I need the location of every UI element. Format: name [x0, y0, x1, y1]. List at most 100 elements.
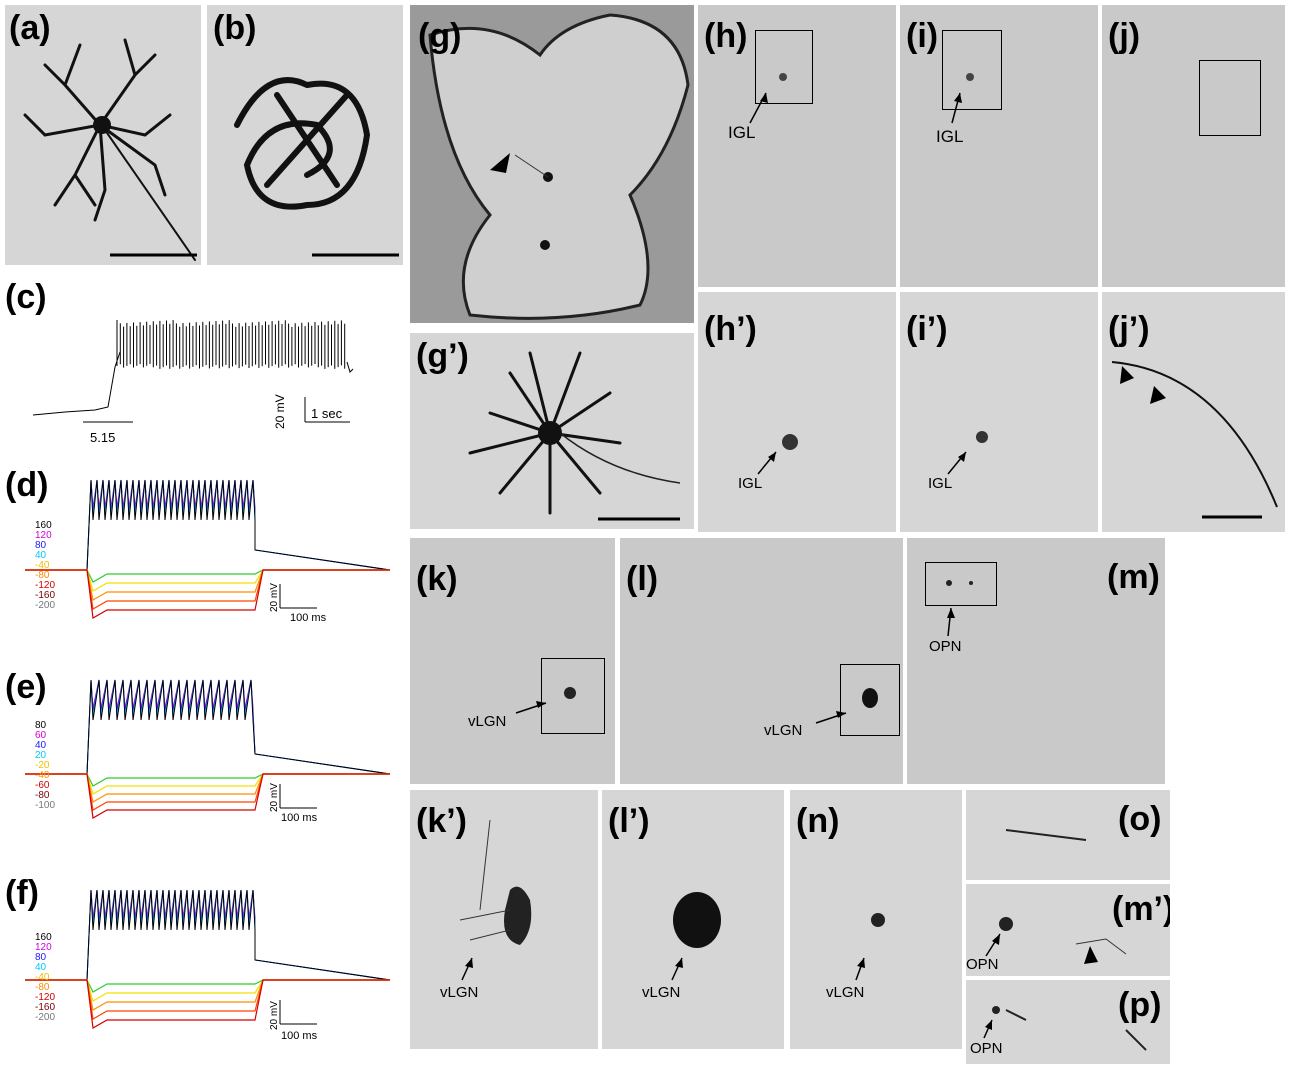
panel-label-n: (n) — [796, 802, 840, 840]
panel-n-image: vLGN (n) — [790, 790, 962, 1049]
panel-o-image: (o) — [966, 790, 1170, 880]
level-label: -160 — [35, 590, 56, 601]
panel-label-h-prime: (h’) — [704, 310, 757, 348]
panel-f-traces: (f) 160 120 80 40 -40 -80 -120 -160 -200 20 mV 1… — [5, 870, 401, 1060]
k-annotations — [515, 687, 576, 714]
i-annotations — [951, 73, 974, 124]
l-prime-vlgn-label: vLGN — [642, 984, 681, 1001]
h-roi-box — [755, 30, 813, 104]
panel-l-image: vLGN (l) — [620, 538, 903, 784]
panel-label-h: (h) — [704, 17, 748, 55]
i-igl-label: IGL — [936, 127, 964, 146]
panel-l-prime-image: vLGN (l’) — [602, 790, 784, 1049]
level-label: 60 — [35, 730, 47, 741]
panel-d-traces: (d) 160 120 80 40 -40 -80 -120 -160 -200 20 mV 1… — [5, 462, 401, 632]
level-label: 80 — [35, 720, 47, 731]
panel-k-image: vLGN (k) — [410, 538, 615, 784]
c-scale-time: 1 sec — [311, 406, 343, 421]
panel-g-prime-image: (g’) — [410, 333, 694, 529]
panel-label-d: (d) — [5, 466, 49, 504]
panel-a-image: (a) — [5, 5, 201, 265]
panel-label-e: (e) — [5, 668, 47, 706]
panel-label-j-prime: (j’) — [1108, 310, 1150, 348]
level-label: -20 — [35, 760, 50, 771]
level-label: 40 — [35, 962, 47, 973]
n-annotations — [855, 913, 885, 981]
neuron-b-drawing — [234, 77, 399, 257]
k-vlgn-label: vLGN — [468, 713, 507, 730]
level-label: 40 — [35, 740, 47, 751]
level-label: -200 — [35, 1012, 56, 1023]
panel-i-image: IGL (i) — [900, 5, 1098, 287]
voltage-traces-f — [25, 889, 391, 1029]
panel-g-retina: (g) — [410, 5, 694, 323]
p-annotations — [983, 1006, 1147, 1051]
panel-label-c: (c) — [5, 278, 47, 316]
h-igl-label: IGL — [728, 123, 756, 142]
panel-k-prime-image: vLGN (k’) — [410, 790, 598, 1049]
i-roi-box — [942, 30, 1002, 110]
voltage-traces-e — [25, 679, 391, 819]
panel-label-p: (p) — [1118, 986, 1162, 1024]
l-roi-box — [840, 664, 900, 736]
k-prime-annotations — [459, 819, 532, 981]
level-label: -80 — [35, 790, 50, 801]
panel-label-j: (j) — [1108, 17, 1141, 55]
level-label: -60 — [35, 780, 50, 791]
neuron-g-prime-drawing — [468, 351, 681, 521]
n-vlgn-label: vLGN — [826, 984, 865, 1001]
panel-j-prime-image: (j’) — [1102, 292, 1285, 532]
e-scale-time: 100 ms — [281, 812, 318, 824]
level-label: -100 — [35, 800, 56, 811]
c-stim-value: 5.15 — [90, 430, 116, 445]
panel-m-prime-image: OPN (m’) — [966, 884, 1170, 976]
o-annotations — [1005, 829, 1087, 841]
m-prime-opn-label: OPN — [966, 956, 999, 973]
h-prime-annotations — [757, 434, 798, 475]
level-label: -200 — [35, 600, 56, 611]
panel-label-a: (a) — [9, 9, 51, 47]
f-scale-mv: 20 mV — [269, 1001, 280, 1030]
panel-label-l: (l) — [626, 560, 659, 598]
level-label: -40 — [35, 560, 50, 571]
h-prime-igl-label: IGL — [738, 475, 763, 492]
panel-label-i-prime: (i’) — [906, 310, 948, 348]
panel-label-m-prime: (m’) — [1112, 890, 1170, 928]
voltage-traces-d — [25, 479, 391, 619]
panel-i-prime-image: IGL (i’) — [900, 292, 1098, 532]
m-prime-annotations — [985, 917, 1127, 964]
d-scale-time: 100 ms — [290, 612, 327, 624]
panel-m-image: OPN (m) — [907, 538, 1165, 784]
panel-label-f: (f) — [5, 874, 39, 912]
l-vlgn-label: vLGN — [764, 722, 803, 739]
j-roi-box — [1199, 60, 1261, 136]
m-annotations — [946, 580, 973, 637]
m-roi-box — [925, 562, 997, 606]
p-opn-label: OPN — [970, 1040, 1003, 1057]
panel-label-k-prime: (k’) — [416, 802, 467, 840]
panel-c-trace: (c) 5.15 20 mV 1 sec — [5, 272, 401, 452]
panel-e-traces: (e) 80 60 40 20 -20 -40 -60 -80 -100 20 mV 100 m… — [5, 664, 401, 839]
panel-h-image: IGL (h) — [698, 5, 896, 287]
level-label: -120 — [35, 992, 56, 1003]
j-prime-annotations — [1111, 361, 1278, 519]
neuron-a-drawing — [23, 38, 197, 261]
panel-label-k: (k) — [416, 560, 458, 598]
c-scale-mv: 20 mV — [273, 394, 287, 429]
level-label: 80 — [35, 952, 47, 963]
m-opn-label: OPN — [929, 638, 962, 655]
h-annotations — [749, 73, 787, 124]
level-label: -40 — [35, 972, 50, 983]
level-label: 80 — [35, 540, 47, 551]
panel-b-image: (b) — [207, 5, 403, 265]
spike-train-c — [32, 320, 354, 423]
panel-label-l-prime: (l’) — [608, 802, 650, 840]
i-prime-igl-label: IGL — [928, 475, 953, 492]
level-label: 120 — [35, 942, 52, 953]
level-label: 20 — [35, 750, 47, 761]
panel-label-m: (m) — [1107, 558, 1160, 596]
level-label: -160 — [35, 1002, 56, 1013]
level-label: -80 — [35, 570, 50, 581]
level-label: 40 — [35, 550, 47, 561]
retina-wholemount — [428, 13, 690, 320]
